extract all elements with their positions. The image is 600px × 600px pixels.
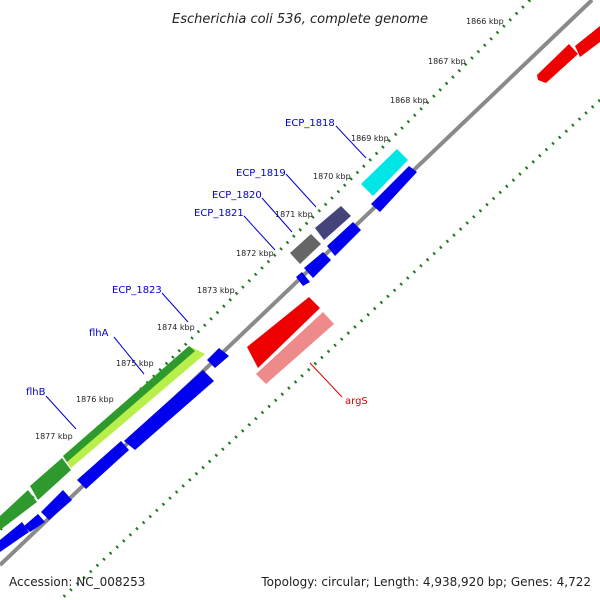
gene-flhb-inner[interactable]: [77, 441, 129, 489]
gene-lower-inner-1[interactable]: [41, 490, 72, 520]
gene-red-top-2[interactable]: [537, 44, 578, 83]
gene-ecp-1819-outer[interactable]: [315, 206, 351, 240]
gene-ecp-1821-small[interactable]: [296, 272, 310, 286]
kbp-label: 1874 kbp: [157, 323, 195, 332]
inner-tick-ruler: [58, 98, 600, 600]
gene-flha-outer[interactable]: [63, 346, 205, 468]
connector-ecp-1823: [161, 292, 189, 323]
kbp-label: 1877 kbp: [35, 432, 73, 441]
kbp-label: 1870 kbp: [313, 172, 351, 181]
accession-text: Accession: NC_008253: [9, 575, 145, 589]
kbp-label: 1869 kbp: [351, 134, 389, 143]
label-args[interactable]: argS: [345, 396, 368, 407]
kbp-label: 1876 kbp: [76, 395, 114, 404]
gene-ecp-1821-inner[interactable]: [304, 252, 331, 278]
gene-flha-outer-dark[interactable]: [63, 346, 195, 462]
label-ecp-1820[interactable]: ECP_1820: [212, 190, 262, 201]
kbp-label: 1867 kbp: [428, 57, 466, 66]
gene-features: [0, 26, 600, 552]
genome-summary-text: Topology: circular; Length: 4,938,920 bp…: [260, 575, 591, 589]
map-title: Escherichia coli 536, complete genome: [172, 12, 428, 27]
gene-red-top-1[interactable]: [575, 26, 600, 57]
label-flha[interactable]: flhA: [89, 328, 109, 339]
connector-flha: [113, 336, 145, 375]
gene-flhb-outer[interactable]: [30, 458, 71, 500]
gene-lower-inner-2[interactable]: [24, 514, 45, 532]
kbp-label: 1866 kbp: [466, 17, 504, 26]
gene-ecp-1818-outer[interactable]: [361, 149, 408, 196]
connector-ecp-1818: [335, 125, 367, 159]
label-ecp-1821[interactable]: ECP_1821: [194, 208, 244, 219]
gene-ecp-1819-inner[interactable]: [327, 222, 361, 256]
kbp-label: 1871 kbp: [275, 210, 313, 219]
connector-ecp-1819: [285, 173, 317, 208]
gene-ecp-1820-outer[interactable]: [290, 234, 321, 264]
connector-flhb: [45, 395, 77, 430]
label-ecp-1823[interactable]: ECP_1823: [112, 285, 162, 296]
gene-args-inner[interactable]: [256, 312, 334, 384]
kbp-label: 1872 kbp: [236, 249, 274, 258]
gene-ecp-1818-inner[interactable]: [371, 166, 417, 212]
label-connectors: [45, 125, 367, 430]
label-ecp-1818[interactable]: ECP_1818: [285, 118, 335, 129]
kbp-label: 1868 kbp: [390, 96, 428, 105]
kbp-label: 1873 kbp: [197, 286, 235, 295]
connector-ecp-1820: [261, 197, 293, 233]
gene-args-outer[interactable]: [247, 297, 320, 368]
gene-flhb-outer-2[interactable]: [0, 490, 37, 530]
connector-ecp-1821: [243, 215, 276, 251]
connector-args: [309, 362, 343, 398]
label-ecp-1819[interactable]: ECP_1819: [236, 168, 286, 179]
gene-flha-inner[interactable]: [124, 370, 214, 450]
gene-ecp-1823-outer[interactable]: [207, 348, 229, 368]
label-flhb[interactable]: flhB: [26, 387, 46, 398]
gene-labels: ECP_1818 ECP_1819 ECP_1820 ECP_1821 ECP_…: [26, 118, 368, 407]
gene-lower-inner-3[interactable]: [0, 522, 29, 552]
